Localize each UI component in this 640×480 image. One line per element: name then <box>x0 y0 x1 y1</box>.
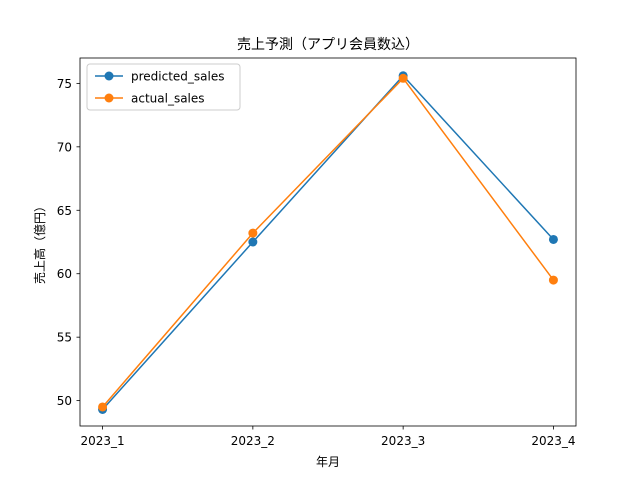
x-tick-label: 2023_4 <box>531 434 575 448</box>
legend-label: predicted_sales <box>131 70 225 84</box>
y-axis-label: 売上高（億円） <box>32 200 47 284</box>
data-point-predicted_sales <box>248 237 258 247</box>
y-tick-label: 75 <box>57 77 72 91</box>
chart-title: 売上予測（アプリ会員数込） <box>237 37 419 53</box>
x-tick-label: 2023_3 <box>381 434 425 448</box>
legend: predicted_sales actual_sales <box>86 63 241 111</box>
axes-layer: 2023_1 2023_2 2023_3 2023_4 50 55 60 65 70 75 <box>57 77 576 448</box>
series-line-actual_sales <box>102 77 555 408</box>
legend-marker <box>104 93 114 103</box>
legend-label: actual_sales <box>131 92 205 106</box>
y-tick-label: 50 <box>57 394 72 408</box>
series-line-predicted_sales <box>102 75 554 411</box>
data-point-actual_sales <box>398 73 408 83</box>
y-tick-label: 70 <box>57 140 72 154</box>
legend-item: actual_sales <box>95 92 205 106</box>
y-tick-label: 65 <box>57 204 72 218</box>
plot-frame <box>79 57 577 427</box>
y-tick-label: 55 <box>57 331 72 345</box>
x-axis-label: 年月 <box>316 455 340 469</box>
data-point-predicted_sales <box>548 234 558 244</box>
legend-item: predicted_sales <box>95 70 225 84</box>
x-tick-label: 2023_1 <box>80 434 124 448</box>
y-tick-label: 60 <box>57 267 72 281</box>
legend-marker <box>104 71 114 81</box>
plot-layer <box>98 71 558 415</box>
data-point-actual_sales <box>248 228 258 238</box>
data-point-actual_sales <box>98 402 108 412</box>
legend-frame <box>86 63 241 111</box>
data-point-actual_sales <box>548 275 558 285</box>
x-tick-label: 2023_2 <box>231 434 275 448</box>
series-actual_sales <box>98 73 558 412</box>
